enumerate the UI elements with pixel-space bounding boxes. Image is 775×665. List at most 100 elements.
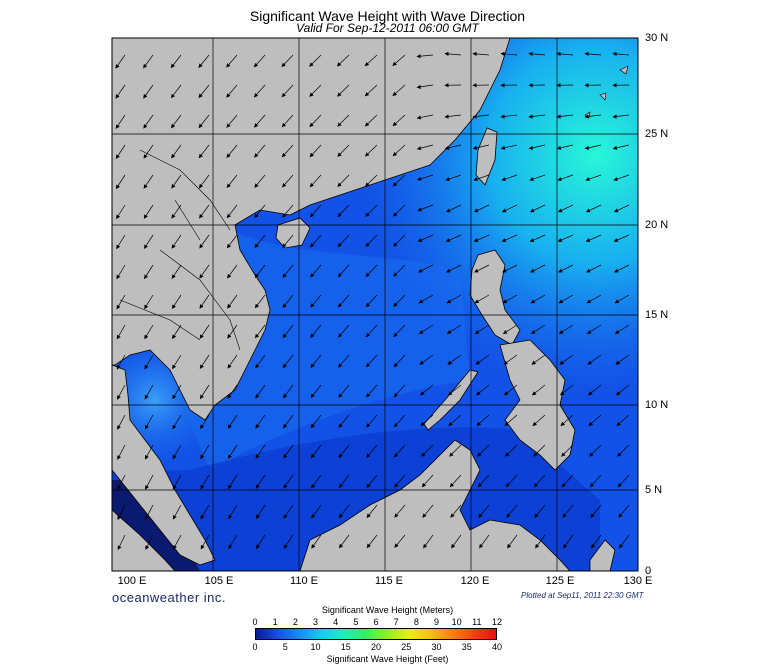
wave-arrow bbox=[474, 324, 490, 334]
wave-arrow bbox=[446, 324, 462, 334]
wave-arrow bbox=[590, 504, 602, 518]
wave-arrow bbox=[143, 144, 154, 159]
ryukyu-islands bbox=[584, 65, 629, 119]
wave-arrow bbox=[393, 294, 406, 307]
wave-arrow bbox=[365, 324, 378, 338]
wave-arrow bbox=[612, 51, 630, 56]
wave-arrow bbox=[365, 354, 378, 368]
wave-arrow bbox=[446, 294, 462, 304]
lon-label: 125 E bbox=[545, 575, 575, 587]
wave-arrow bbox=[227, 264, 238, 279]
wave-arrow bbox=[143, 84, 154, 99]
wave-arrow bbox=[392, 144, 406, 157]
wave-arrow bbox=[281, 84, 294, 98]
wave-arrow bbox=[507, 534, 518, 549]
lon-label: 130 E bbox=[623, 575, 653, 587]
wave-arrow bbox=[172, 474, 182, 490]
wave-arrow bbox=[472, 51, 490, 56]
wave-arrow bbox=[254, 114, 266, 128]
wave-arrow bbox=[338, 444, 350, 459]
legend-feet-tick: 0 bbox=[252, 642, 258, 652]
wave-arrow bbox=[418, 264, 434, 273]
wave-arrow bbox=[309, 144, 322, 158]
lat-label: 0 bbox=[645, 565, 652, 577]
wave-arrow bbox=[337, 234, 350, 248]
wave-arrow bbox=[198, 84, 210, 99]
wave-arrow bbox=[310, 324, 322, 338]
mainland-asia bbox=[112, 38, 511, 421]
wave-arrow bbox=[615, 354, 630, 365]
wave-arrow bbox=[444, 114, 462, 119]
wave-arrow bbox=[309, 204, 322, 218]
wave-arrow bbox=[145, 474, 154, 490]
legend-meter-tick: 5 bbox=[353, 617, 359, 627]
wave-arrow bbox=[255, 504, 266, 519]
wave-arrow bbox=[529, 234, 546, 242]
wave-arrow bbox=[614, 264, 630, 273]
wave-arrow bbox=[144, 414, 154, 430]
wave-arrow bbox=[501, 204, 518, 213]
wave-arrow bbox=[172, 384, 182, 400]
wave-arrow bbox=[200, 534, 210, 550]
sumatra-island bbox=[112, 509, 176, 571]
wave-arrow bbox=[365, 204, 378, 217]
wave-arrow bbox=[505, 474, 518, 488]
wave-arrow bbox=[171, 204, 182, 219]
taiwan-island bbox=[475, 127, 498, 186]
wave-arrow bbox=[283, 474, 294, 489]
wave-arrow bbox=[281, 114, 294, 128]
borneo-island bbox=[299, 439, 571, 571]
wave-arrow bbox=[337, 294, 350, 308]
legend-feet-tick: 10 bbox=[310, 642, 321, 652]
wave-arrow bbox=[199, 324, 210, 339]
wave-arrow bbox=[366, 414, 378, 428]
wave-arrow bbox=[309, 54, 322, 67]
wave-arrow bbox=[556, 51, 574, 56]
legend-feet-tick: 25 bbox=[401, 642, 412, 652]
wave-arrow bbox=[117, 414, 126, 430]
wave-arrow bbox=[501, 234, 518, 242]
wave-arrow bbox=[310, 414, 322, 429]
wave-arrow bbox=[171, 144, 182, 159]
wave-arrow bbox=[421, 474, 434, 488]
wave-arrow bbox=[392, 84, 406, 97]
wave-arrow bbox=[366, 504, 378, 519]
wave-arrow bbox=[172, 324, 182, 340]
wave-arrow bbox=[449, 474, 462, 488]
wave-arrow bbox=[144, 294, 154, 310]
map-frame bbox=[111, 37, 639, 572]
wave-arrow bbox=[117, 474, 126, 490]
wave-arrow bbox=[282, 294, 294, 309]
wave-arrow bbox=[171, 264, 182, 279]
wave-arrow bbox=[172, 444, 182, 460]
wave-arrow bbox=[393, 264, 406, 277]
wave-arrow bbox=[364, 114, 378, 127]
wave-arrow bbox=[115, 144, 126, 159]
wave-arrow bbox=[117, 534, 126, 551]
wave-arrow bbox=[420, 414, 434, 427]
wave-arrow bbox=[416, 54, 434, 59]
wave-arrow bbox=[586, 324, 602, 334]
lon-label: 100 E bbox=[117, 575, 147, 587]
wave-arrow bbox=[617, 444, 630, 457]
wave-arrow bbox=[364, 84, 378, 97]
wave-arrow bbox=[338, 534, 350, 549]
wave-arrow bbox=[117, 444, 126, 460]
wave-arrow bbox=[254, 324, 266, 339]
wave-arrow bbox=[337, 114, 350, 127]
wave-arrow bbox=[145, 504, 154, 520]
map-subtitle: Valid For Sep-12-2011 06:00 GMT bbox=[296, 21, 479, 35]
wave-arrow bbox=[143, 234, 154, 249]
wave-arrow bbox=[558, 294, 574, 304]
wave-arrow bbox=[170, 84, 182, 99]
wave-arrow bbox=[477, 474, 490, 488]
wave-arrow bbox=[198, 114, 210, 129]
wave-arrow bbox=[170, 114, 182, 129]
wave-arrow bbox=[311, 504, 322, 519]
wave-arrow bbox=[502, 264, 518, 273]
palawan-island bbox=[423, 369, 479, 431]
wave-arrow bbox=[282, 264, 294, 278]
wave-arrow bbox=[589, 444, 602, 457]
wave-arrow bbox=[423, 534, 434, 549]
wave-arrow bbox=[199, 294, 210, 309]
